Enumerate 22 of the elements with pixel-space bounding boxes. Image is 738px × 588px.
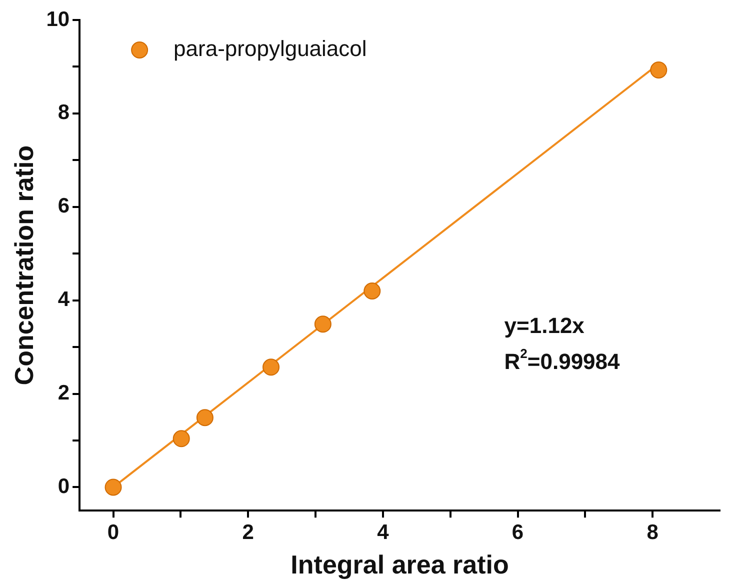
x-tick-label: 4	[377, 520, 390, 544]
point	[262, 358, 280, 376]
x-axis-title: Integral area ratio	[290, 550, 509, 580]
y-tick-label: 2	[58, 382, 70, 405]
y-tick-label: 6	[58, 194, 70, 218]
point	[104, 478, 122, 496]
x-tick-label: 8	[646, 520, 659, 544]
x-tick-label: 2	[242, 520, 254, 544]
legend-label: para-propylguaiacol	[174, 36, 367, 62]
annotation: y=1.12x	[504, 313, 586, 338]
y-tick-label: 0	[58, 475, 70, 498]
y-tick-label: 8	[58, 101, 70, 124]
point	[650, 61, 668, 78]
x-tick-label: 0	[107, 520, 120, 544]
x-tick-label: 6	[512, 520, 524, 544]
point	[196, 409, 214, 426]
point	[172, 430, 190, 448]
y-tick-label: 4	[58, 288, 70, 312]
y-axis-title: Concentration ratio	[8, 145, 39, 386]
y-tick-label: 10	[46, 8, 70, 31]
point	[364, 282, 381, 300]
point	[314, 316, 332, 333]
